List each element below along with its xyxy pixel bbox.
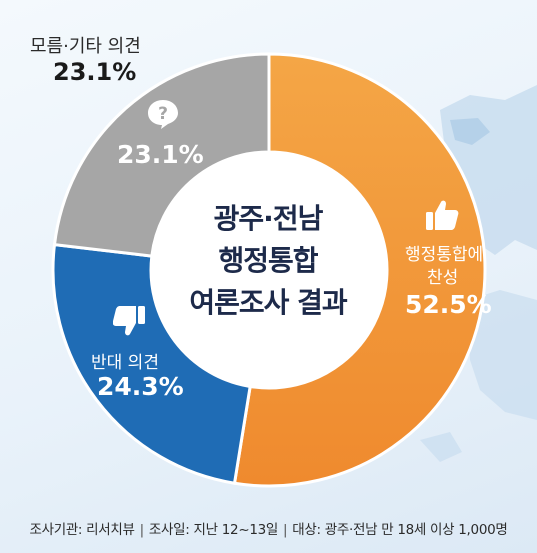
approve-segment-label-line1: 행정통합에 xyxy=(405,245,484,265)
donut-slice-oppose xyxy=(51,242,252,485)
question-bubble-icon: ? xyxy=(146,98,180,134)
center-title-line2: 행정통합 xyxy=(218,244,318,277)
chart-center-title: 광주·전남 행정통합 여론조사 결과 xyxy=(168,198,368,324)
thumbs-down-icon xyxy=(112,304,147,342)
footer-target: 대상: 광주·전남 만 18세 이상 1,000명 xyxy=(292,522,508,538)
footer-separator: | xyxy=(139,522,145,538)
footer-separator: | xyxy=(283,522,288,538)
legend-other-label: 모름·기타 의견 xyxy=(30,36,141,57)
center-title-line1: 광주·전남 xyxy=(213,202,324,235)
center-title-line3: 여론조사 결과 xyxy=(189,286,347,319)
legend-other-value: 23.1% xyxy=(53,58,137,86)
footer-agency: 조사기관: 리서치뷰 xyxy=(29,522,135,538)
donut-center-hole xyxy=(152,153,386,387)
thumbs-up-icon xyxy=(424,198,460,236)
footer-period: 조사일: 지난 12~13일 xyxy=(148,522,279,538)
survey-footer: 조사기관: 리서치뷰 | 조사일: 지난 12~13일 | 대상: 광주·전남 만 18… xyxy=(0,518,537,538)
approve-segment-value: 52.5% xyxy=(405,290,492,319)
svg-text:?: ? xyxy=(158,104,168,124)
approve-segment-label-line2: 찬성 xyxy=(427,268,459,288)
oppose-segment-value: 24.3% xyxy=(97,372,184,401)
donut-slice-other xyxy=(52,52,271,258)
donut-slice-approve xyxy=(232,52,487,488)
other-segment-value: 23.1% xyxy=(117,140,204,169)
oppose-segment-label: 반대 의견 xyxy=(91,353,159,373)
